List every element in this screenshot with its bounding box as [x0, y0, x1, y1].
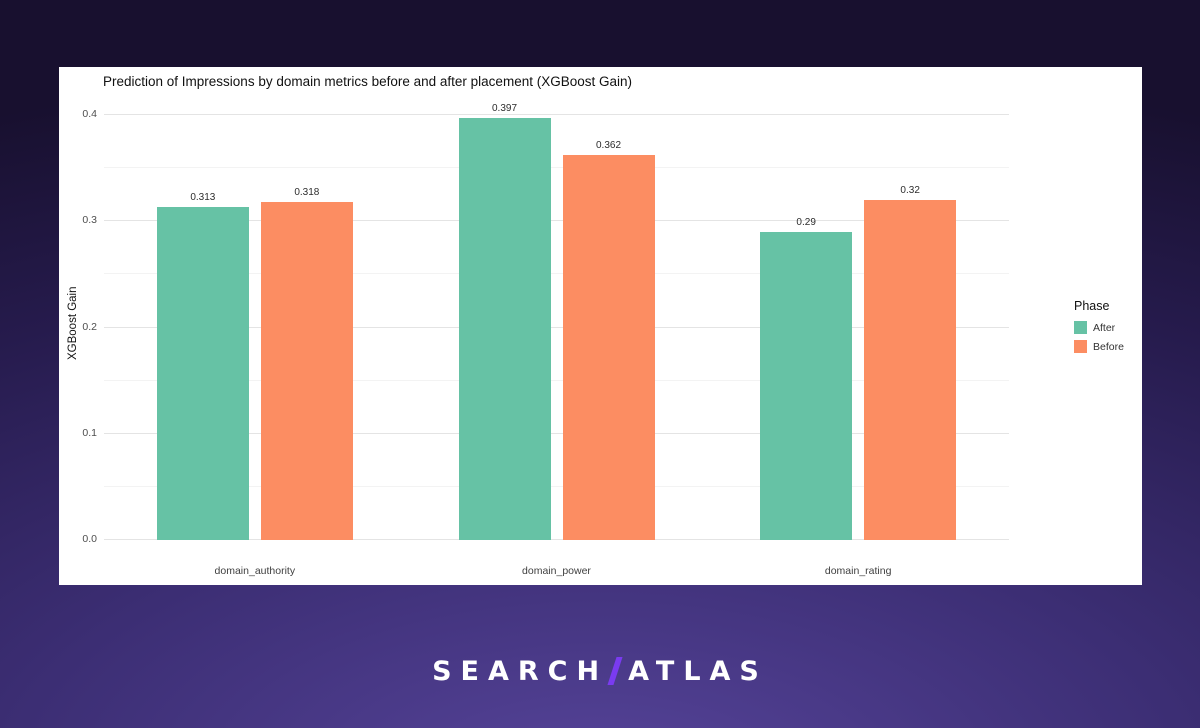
bar-group: 0.397 0.362: [458, 103, 655, 540]
y-axis-tick-label: 0.0: [82, 533, 97, 545]
bar-value-label: 0.313: [190, 192, 216, 204]
bar-value-label: 0.29: [796, 216, 816, 228]
legend-label: Before: [1093, 340, 1124, 353]
legend-label: After: [1093, 321, 1116, 334]
bar-value-label: 0.362: [595, 140, 622, 152]
chart-title: Prediction of Impressions by domain metr…: [103, 74, 632, 89]
searchatlas-logo: SEARCH ATLAS: [0, 652, 1200, 692]
legend-swatch-before: [1074, 340, 1087, 353]
x-axis-tick-label: domain_rating: [824, 565, 892, 577]
logo-slash-icon: [607, 656, 623, 685]
y-axis-tick-label: 0.4: [82, 108, 97, 120]
minor-gridline: [104, 167, 1009, 169]
bar-before-domain_power: 0.362: [562, 140, 655, 540]
bar-value-label: 0.397: [491, 103, 518, 115]
major-gridline: [104, 220, 1009, 222]
minor-gridline: [104, 379, 1009, 381]
bar-after-domain_authority: 0.313: [156, 192, 249, 540]
y-axis-tick-label: 0.1: [82, 426, 97, 439]
bar-before-domain_authority: 0.318: [260, 187, 353, 540]
bar-value-label: 0.32: [900, 185, 920, 196]
major-gridline: [104, 432, 1009, 434]
logo-text-search: SEARCH: [432, 656, 609, 687]
major-gridline: [104, 539, 1009, 540]
x-axis-tick-label: domain_authority: [214, 565, 296, 577]
bar-after-domain_rating: 0.29: [760, 217, 853, 540]
legend: Phase After Before: [1074, 299, 1124, 359]
minor-gridline: [104, 485, 1009, 487]
legend-swatch-after: [1074, 321, 1087, 334]
chart-panel: Prediction of Impressions by domain metr…: [59, 67, 1142, 585]
legend-items: After Before: [1074, 321, 1124, 353]
legend-item-before: Before: [1074, 340, 1124, 353]
bar-group: 0.29 0.32: [760, 185, 957, 540]
logo-text-atlas: ATLAS: [628, 656, 768, 687]
bar-group: 0.313 0.318: [156, 187, 353, 540]
minor-gridline: [104, 273, 1009, 275]
bar-value-label: 0.318: [294, 187, 320, 199]
plot-area: 0.313 0.318 0.397 0.362 0.29 0.32: [104, 95, 1009, 540]
y-axis-tick-label: 0.2: [82, 320, 97, 333]
x-axis-tick-label: domain_power: [522, 565, 591, 577]
bar-after-domain_power: 0.397: [458, 103, 551, 540]
bar-before-domain_rating: 0.32: [864, 185, 957, 540]
legend-title: Phase: [1074, 299, 1110, 313]
legend-item-after: After: [1074, 321, 1124, 334]
major-gridline: [104, 114, 1009, 115]
y-axis-tick-label: 0.3: [82, 214, 97, 227]
major-gridline: [104, 326, 1009, 328]
